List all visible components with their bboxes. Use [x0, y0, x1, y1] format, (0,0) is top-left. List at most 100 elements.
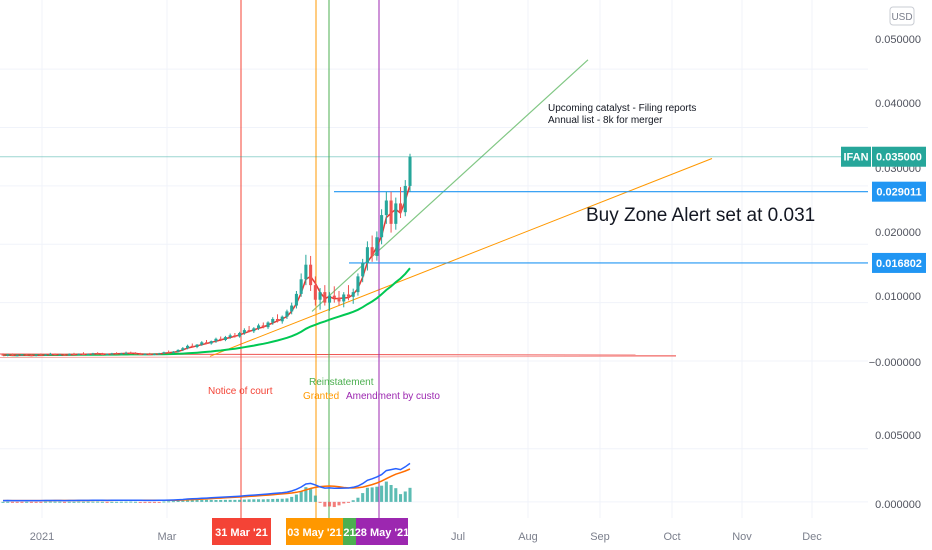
- grid: [0, 0, 868, 518]
- candle-body: [247, 330, 251, 332]
- histogram-bar: [176, 500, 180, 502]
- histogram-bar: [323, 501, 327, 507]
- histogram-bar: [143, 501, 147, 503]
- event-vertical-lines: [240, 0, 380, 518]
- candle-body: [228, 335, 232, 338]
- histogram-bar: [62, 501, 67, 503]
- candle-body: [290, 305, 294, 312]
- candle-body: [62, 354, 67, 356]
- note-line-2: Annual list - 8k for merger: [548, 115, 663, 126]
- candle-body: [337, 297, 341, 302]
- candle-body: [318, 292, 322, 300]
- candle-body: [351, 292, 355, 297]
- y-tick-label: 0.020000: [875, 227, 921, 239]
- candle-body: [171, 351, 175, 353]
- candle-body: [15, 355, 19, 357]
- candle-body: [157, 353, 161, 355]
- candle-body: [384, 200, 388, 216]
- histogram-bar: [361, 493, 365, 502]
- candle-body: [100, 353, 104, 355]
- x-tick-label: Mar: [158, 531, 177, 543]
- fast-moving-average: [2, 184, 411, 356]
- candle-body: [77, 353, 81, 355]
- histogram-bar: [119, 501, 123, 503]
- candle-body: [219, 338, 223, 340]
- alert-text: Buy Zone Alert set at 0.031: [586, 205, 815, 226]
- histogram-bar: [408, 487, 412, 502]
- histogram-bar: [91, 501, 95, 503]
- histogram-bar: [389, 484, 393, 502]
- candle-body: [25, 354, 29, 356]
- moving-averages: [2, 184, 411, 357]
- macd-line: [2, 462, 411, 502]
- histogram-bar: [398, 494, 403, 502]
- candle-body: [299, 279, 303, 294]
- candle-body: [44, 354, 48, 356]
- candle-body: [86, 353, 90, 355]
- histogram-bar: [219, 499, 223, 502]
- histogram-bar: [257, 499, 261, 502]
- x-tick-label: Aug: [518, 531, 538, 543]
- candle-body: [332, 295, 336, 298]
- histogram-bar: [328, 501, 332, 507]
- candle-body: [323, 292, 327, 303]
- histogram-bar: [186, 499, 190, 502]
- histogram-bar: [313, 495, 317, 502]
- candle-body: [48, 353, 52, 355]
- histogram-bar: [238, 499, 242, 502]
- candle-body: [162, 352, 166, 354]
- histogram-bar: [48, 501, 52, 503]
- candle-body: [257, 325, 261, 329]
- candle-body: [6, 354, 10, 356]
- candle-body: [143, 353, 147, 355]
- candle-body: [346, 294, 351, 297]
- annotations: Notice of court Reinstatement Granted Am…: [208, 103, 815, 402]
- histogram-bar: [138, 501, 142, 503]
- histogram-bar: [133, 501, 138, 503]
- histogram-bar: [10, 501, 15, 503]
- currency-label: USD: [891, 12, 912, 23]
- candle-body: [242, 330, 246, 333]
- event-flag: [212, 518, 271, 545]
- histogram-bar: [261, 499, 265, 502]
- histogram-bar: [72, 501, 76, 503]
- histogram-bar: [247, 499, 251, 502]
- candle-body: [370, 247, 374, 256]
- red-trendline-lower: [0, 355, 677, 358]
- candle-body: [266, 322, 270, 328]
- event-flag-label: 21: [343, 527, 355, 539]
- y-axis-labels: 0.0500000.0400000.0300000.0200000.010000…: [869, 34, 921, 511]
- histogram-bar: [86, 501, 90, 503]
- symbol-tag: [841, 146, 871, 167]
- histogram-bar: [15, 501, 19, 503]
- histogram-bar: [242, 499, 246, 502]
- histogram-bar: [162, 501, 166, 503]
- event-flag-label: 28 May '21: [355, 527, 410, 539]
- histogram-bar: [115, 501, 119, 503]
- histogram-bar: [77, 501, 81, 503]
- histogram-bar: [195, 499, 199, 502]
- indicator-tick-label: 0.005000: [875, 430, 921, 442]
- histogram-bar: [6, 501, 10, 503]
- candle-body: [365, 247, 369, 263]
- y-tick-label: 0.050000: [875, 34, 921, 46]
- candle-body: [238, 332, 242, 337]
- histogram-bar: [233, 499, 237, 502]
- annotation-amendment: Amendment by custo: [346, 391, 440, 402]
- histogram-bar: [290, 496, 294, 502]
- candle-body: [209, 341, 213, 344]
- candle-body: [186, 345, 190, 349]
- candle-body: [148, 353, 152, 355]
- candle-body: [389, 200, 393, 224]
- y-tick-label: 0.040000: [875, 98, 921, 110]
- histogram-bar: [167, 501, 171, 503]
- candle-body: [403, 185, 407, 213]
- histogram-bar: [20, 501, 24, 503]
- note-line-1: Upcoming catalyst - Filing reports: [548, 103, 696, 114]
- histogram-bar: [370, 487, 374, 502]
- currency-badge[interactable]: [889, 6, 915, 26]
- candle-body: [356, 276, 360, 293]
- axes: USD: [889, 6, 915, 26]
- candle-body: [285, 311, 289, 317]
